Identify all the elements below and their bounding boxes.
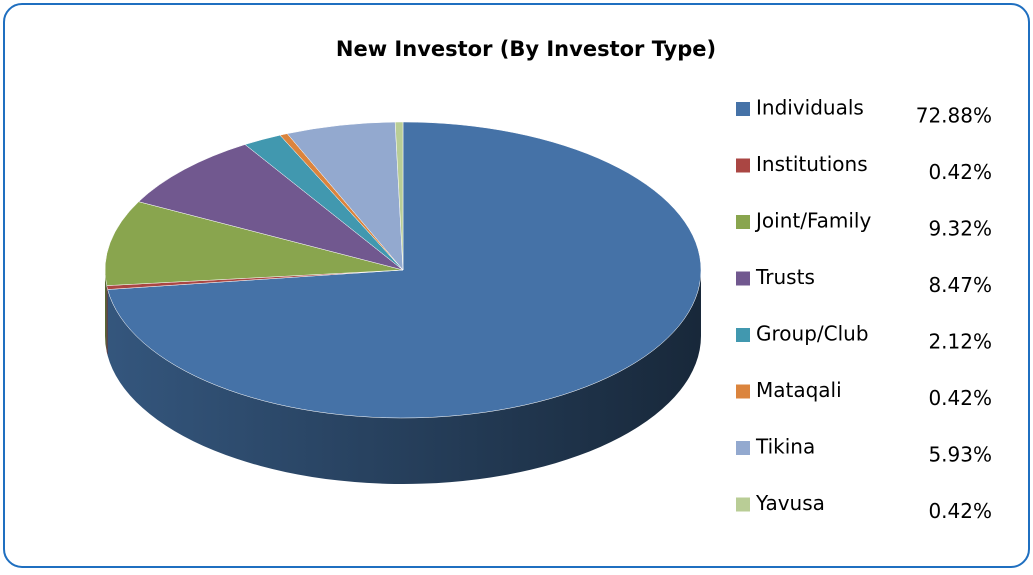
legend-label: Yavusa bbox=[755, 491, 825, 515]
legend-swatch bbox=[736, 158, 750, 173]
legend-swatch bbox=[736, 328, 750, 342]
legend: Individuals 72.88% Institutions 0.42% Joint/… bbox=[736, 96, 992, 523]
data-label: 8.47% bbox=[928, 273, 992, 297]
pie-slice bbox=[138, 144, 404, 271]
data-label: 2.12% bbox=[928, 330, 992, 354]
pie-side bbox=[106, 285, 108, 356]
legend-label: Mataqali bbox=[756, 378, 842, 402]
legend-label: Group/Club bbox=[756, 322, 869, 346]
legend-label: Joint/Family bbox=[754, 209, 871, 233]
pie-slice bbox=[107, 121, 702, 419]
pie-slice bbox=[104, 201, 404, 286]
data-label: 72.88% bbox=[916, 104, 992, 128]
legend-swatch bbox=[736, 102, 750, 116]
legend-label: Trusts bbox=[755, 265, 815, 289]
legend-label: Individuals bbox=[756, 96, 864, 120]
pie-side bbox=[105, 270, 107, 352]
legend-swatch bbox=[736, 215, 750, 229]
legend-swatch bbox=[736, 441, 750, 455]
legend-label: Tikina bbox=[755, 435, 815, 459]
legend-label: Institutions bbox=[756, 152, 868, 176]
data-label: 0.42% bbox=[928, 499, 992, 523]
data-label: 0.42% bbox=[928, 160, 992, 184]
legend-swatch bbox=[736, 271, 750, 286]
data-label: 0.42% bbox=[928, 386, 992, 410]
legend-swatch bbox=[736, 384, 750, 399]
data-label: 9.32% bbox=[928, 217, 992, 241]
chart-title: New Investor (By Investor Type) bbox=[336, 37, 716, 61]
pie-side bbox=[107, 270, 701, 484]
pie bbox=[104, 121, 702, 484]
data-label: 5.93% bbox=[928, 443, 992, 467]
legend-swatch bbox=[736, 497, 750, 512]
pie-slice bbox=[394, 121, 404, 271]
